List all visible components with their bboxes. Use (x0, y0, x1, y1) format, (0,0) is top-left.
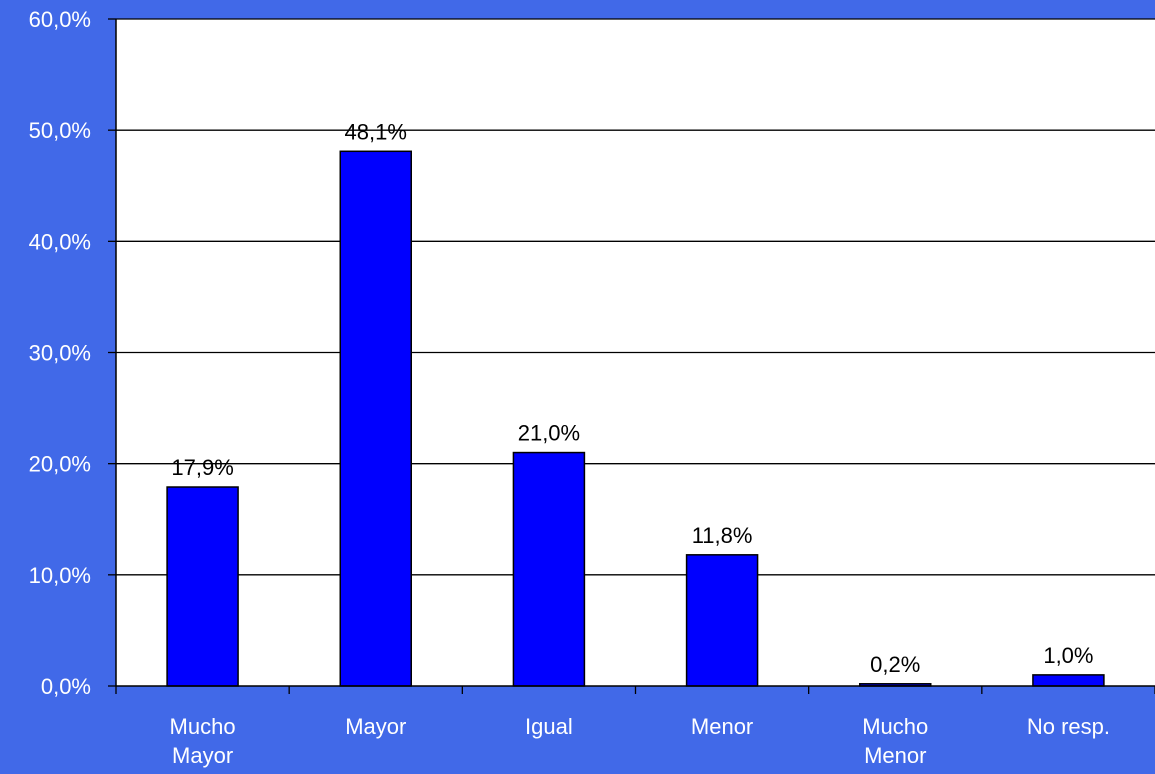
data-label: 21,0% (518, 421, 580, 446)
bars (166, 150, 1105, 687)
y-tick-label: 20,0% (29, 452, 91, 477)
data-label: 48,1% (345, 119, 407, 144)
data-label: 17,9% (171, 455, 233, 480)
x-tick-label: Mayor (345, 714, 406, 739)
x-tick-label: Menor (691, 714, 753, 739)
data-label: 11,8% (692, 523, 753, 548)
bar (685, 554, 759, 687)
x-tick-label: Mucho Menor (862, 714, 928, 768)
y-tick-label: 60,0% (29, 7, 91, 32)
y-tick-label: 0,0% (41, 674, 91, 699)
y-tick-label: 10,0% (29, 563, 91, 588)
data-label: 1,0% (1043, 643, 1093, 668)
x-axis: Mucho Mayor Mayor Igual Menor Mucho Menor No re… (115, 685, 1155, 768)
bar (512, 451, 586, 687)
y-tick-label: 40,0% (29, 229, 91, 254)
data-labels: 17,9% 48,1% 21,0% 11,8% 0,2% 1,0% (171, 119, 1093, 676)
y-tick-label: 50,0% (29, 118, 91, 143)
x-tick-label: Mucho Mayor (170, 714, 236, 768)
bar (1032, 674, 1105, 687)
y-tick-label: 30,0% (29, 341, 91, 366)
x-tick-label: No resp. (1027, 714, 1110, 739)
data-label: 0,2% (870, 652, 920, 677)
bar (166, 486, 239, 687)
bar (339, 150, 412, 687)
y-axis: 0,0% 10,0% 20,0% 30,0% 40,0% 50,0% 60,0% (29, 7, 117, 699)
x-tick-label: Igual (525, 714, 573, 739)
gridlines (116, 18, 1155, 576)
